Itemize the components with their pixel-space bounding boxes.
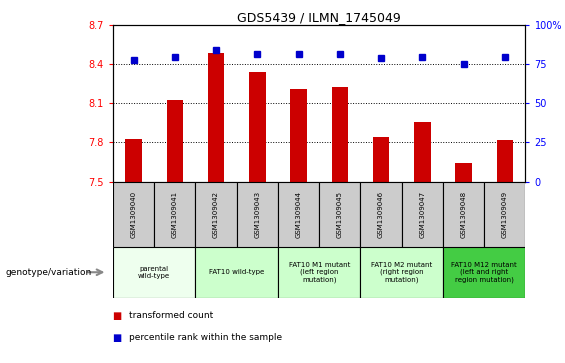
Text: FAT10 M1 mutant
(left region
mutation): FAT10 M1 mutant (left region mutation) bbox=[289, 262, 350, 283]
Bar bbox=[443, 182, 484, 247]
Bar bbox=[373, 137, 389, 182]
Text: GSM1309040: GSM1309040 bbox=[131, 191, 137, 238]
Text: FAT10 M2 mutant
(right region
mutation): FAT10 M2 mutant (right region mutation) bbox=[371, 262, 432, 283]
Bar bbox=[290, 89, 307, 182]
Bar bbox=[278, 182, 319, 247]
Bar bbox=[208, 53, 224, 181]
Bar bbox=[414, 122, 431, 182]
Bar bbox=[125, 139, 142, 182]
Text: FAT10 M12 mutant
(left and right
region mutation): FAT10 M12 mutant (left and right region … bbox=[451, 262, 517, 283]
Bar bbox=[154, 182, 195, 247]
Bar bbox=[455, 163, 472, 182]
Text: GSM1309048: GSM1309048 bbox=[460, 191, 467, 238]
Title: GDS5439 / ILMN_1745049: GDS5439 / ILMN_1745049 bbox=[237, 11, 401, 24]
Bar bbox=[402, 182, 443, 247]
Bar bbox=[249, 72, 266, 182]
Text: GSM1309041: GSM1309041 bbox=[172, 191, 178, 238]
Bar bbox=[167, 99, 183, 182]
Text: GSM1309042: GSM1309042 bbox=[213, 191, 219, 238]
Text: GSM1309046: GSM1309046 bbox=[378, 191, 384, 238]
Bar bbox=[195, 247, 278, 298]
Text: genotype/variation: genotype/variation bbox=[6, 268, 92, 277]
Bar bbox=[113, 182, 154, 247]
Bar bbox=[360, 247, 443, 298]
Text: percentile rank within the sample: percentile rank within the sample bbox=[129, 333, 282, 342]
Bar bbox=[319, 182, 360, 247]
Bar bbox=[195, 182, 237, 247]
Bar bbox=[497, 140, 513, 182]
Text: ■: ■ bbox=[113, 333, 125, 343]
Bar bbox=[237, 182, 278, 247]
Bar bbox=[484, 182, 525, 247]
Text: ■: ■ bbox=[113, 311, 125, 321]
Text: GSM1309044: GSM1309044 bbox=[295, 191, 302, 238]
Bar bbox=[332, 86, 348, 182]
Text: GSM1309047: GSM1309047 bbox=[419, 191, 425, 238]
Bar bbox=[278, 247, 360, 298]
Text: parental
wild-type: parental wild-type bbox=[138, 266, 170, 279]
Text: FAT10 wild-type: FAT10 wild-type bbox=[209, 269, 264, 275]
Text: GSM1309043: GSM1309043 bbox=[254, 191, 260, 238]
Bar bbox=[113, 247, 195, 298]
Text: GSM1309045: GSM1309045 bbox=[337, 191, 343, 238]
Text: transformed count: transformed count bbox=[129, 311, 213, 320]
Bar bbox=[443, 247, 525, 298]
Text: GSM1309049: GSM1309049 bbox=[502, 191, 508, 238]
Bar bbox=[360, 182, 402, 247]
